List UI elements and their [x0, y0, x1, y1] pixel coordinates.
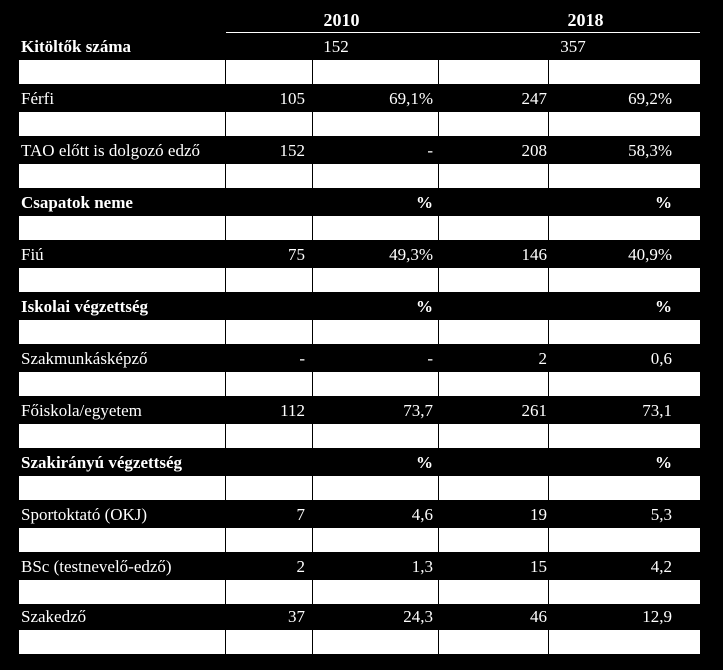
section-label: Csapatok neme — [21, 193, 133, 212]
pct-2010: - — [427, 141, 433, 160]
pct-2018: 73,1 — [642, 401, 672, 420]
spacer-row — [19, 112, 700, 136]
count-2010: 7 — [296, 505, 306, 524]
table-row: Fiú 75 49,3% 146 40,9% — [19, 242, 700, 268]
spacer-row — [19, 216, 700, 240]
count-2010: 37 — [288, 607, 305, 626]
pct-header-2018: % — [655, 453, 672, 472]
row-label: BSc (testnevelő-edző) — [21, 557, 172, 576]
section-header: Iskolai végzettség % % — [19, 294, 700, 320]
spacer-row — [19, 164, 700, 188]
row-label: TAO előtt is dolgozó edző — [21, 141, 200, 160]
count-2018: 261 — [521, 401, 548, 420]
pct-2010: 73,7 — [403, 401, 433, 420]
count-2010: 105 — [279, 89, 306, 108]
spacer-row — [19, 630, 700, 654]
pct-2010: 1,3 — [411, 557, 433, 576]
pct-header-2018: % — [655, 297, 672, 316]
table-row: Főiskola/egyetem 112 73,7 261 73,1 — [19, 398, 700, 424]
header-divider — [226, 32, 700, 33]
spacer-row — [19, 60, 700, 84]
count-2018: 46 — [530, 607, 547, 626]
table-row: Sportoktató (OKJ) 7 4,6 19 5,3 — [19, 502, 700, 528]
count-2010: 112 — [280, 401, 305, 420]
pct-2018: 4,2 — [650, 557, 672, 576]
row-label: Férfi — [21, 89, 55, 108]
pct-2018: 40,9% — [628, 245, 672, 264]
pct-header-2010: % — [416, 193, 433, 212]
count-2010: 2 — [296, 557, 306, 576]
pct-2010: 4,6 — [411, 505, 433, 524]
pct-2018: 12,9 — [642, 607, 672, 626]
row-label: Szakmunkásképző — [21, 349, 148, 368]
section-label: Szakirányú végzettség — [21, 453, 183, 472]
table-row: TAO előtt is dolgozó edző 152 - 208 58,3… — [19, 138, 700, 164]
pct-2010: 49,3% — [389, 245, 433, 264]
count-2018: 146 — [521, 245, 548, 264]
count-2010: 152 — [279, 141, 306, 160]
spacer-row — [19, 580, 700, 604]
spacer-row — [19, 372, 700, 396]
section-label: Iskolai végzettség — [21, 297, 149, 316]
count-2010: 75 — [288, 245, 305, 264]
pct-header-2010: % — [416, 297, 433, 316]
table-row: BSc (testnevelő-edző) 2 1,3 15 4,2 — [19, 554, 700, 580]
pct-2010: 24,3 — [403, 607, 433, 626]
respondents-row: Kitöltők száma 152 357 — [19, 34, 700, 60]
count-2018: 2 — [538, 349, 548, 368]
pct-header-2010: % — [416, 453, 433, 472]
pct-2018: 69,2% — [628, 89, 672, 108]
pct-2010: - — [427, 349, 433, 368]
table-row: Szakedző 37 24,3 46 12,9 — [19, 604, 700, 630]
spacer-row — [19, 424, 700, 448]
pct-2018: 58,3% — [628, 141, 672, 160]
section-header: Csapatok neme % % — [19, 190, 700, 216]
pct-2018: 0,6 — [650, 349, 672, 368]
count-2018: 208 — [521, 141, 548, 160]
row-label: Sportoktató (OKJ) — [21, 505, 148, 524]
count-2018: 19 — [530, 505, 547, 524]
pct-2010: 69,1% — [389, 89, 433, 108]
respondents-label: Kitöltők száma — [21, 37, 132, 56]
section-header: Szakirányú végzettség % % — [19, 450, 700, 476]
header-year-2010: 2010 — [323, 10, 360, 30]
table-row: Szakmunkásképző - - 2 0,6 — [19, 346, 700, 372]
spacer-row — [19, 528, 700, 552]
row-label: Fiú — [21, 245, 44, 264]
count-2018: 247 — [521, 89, 548, 108]
spacer-row — [19, 268, 700, 292]
row-label: Szakedző — [21, 607, 87, 626]
respondents-2010: 152 — [323, 37, 349, 56]
spacer-row — [19, 320, 700, 344]
row-label: Főiskola/egyetem — [21, 401, 142, 420]
header-year-2018: 2018 — [567, 10, 604, 30]
count-2018: 15 — [530, 557, 547, 576]
count-2010: - — [299, 349, 305, 368]
table-row: Férfi 105 69,1% 247 69,2% — [19, 86, 700, 112]
respondents-2018: 357 — [560, 37, 586, 56]
pct-header-2018: % — [655, 193, 672, 212]
spacer-row — [19, 476, 700, 500]
pct-2018: 5,3 — [650, 505, 672, 524]
